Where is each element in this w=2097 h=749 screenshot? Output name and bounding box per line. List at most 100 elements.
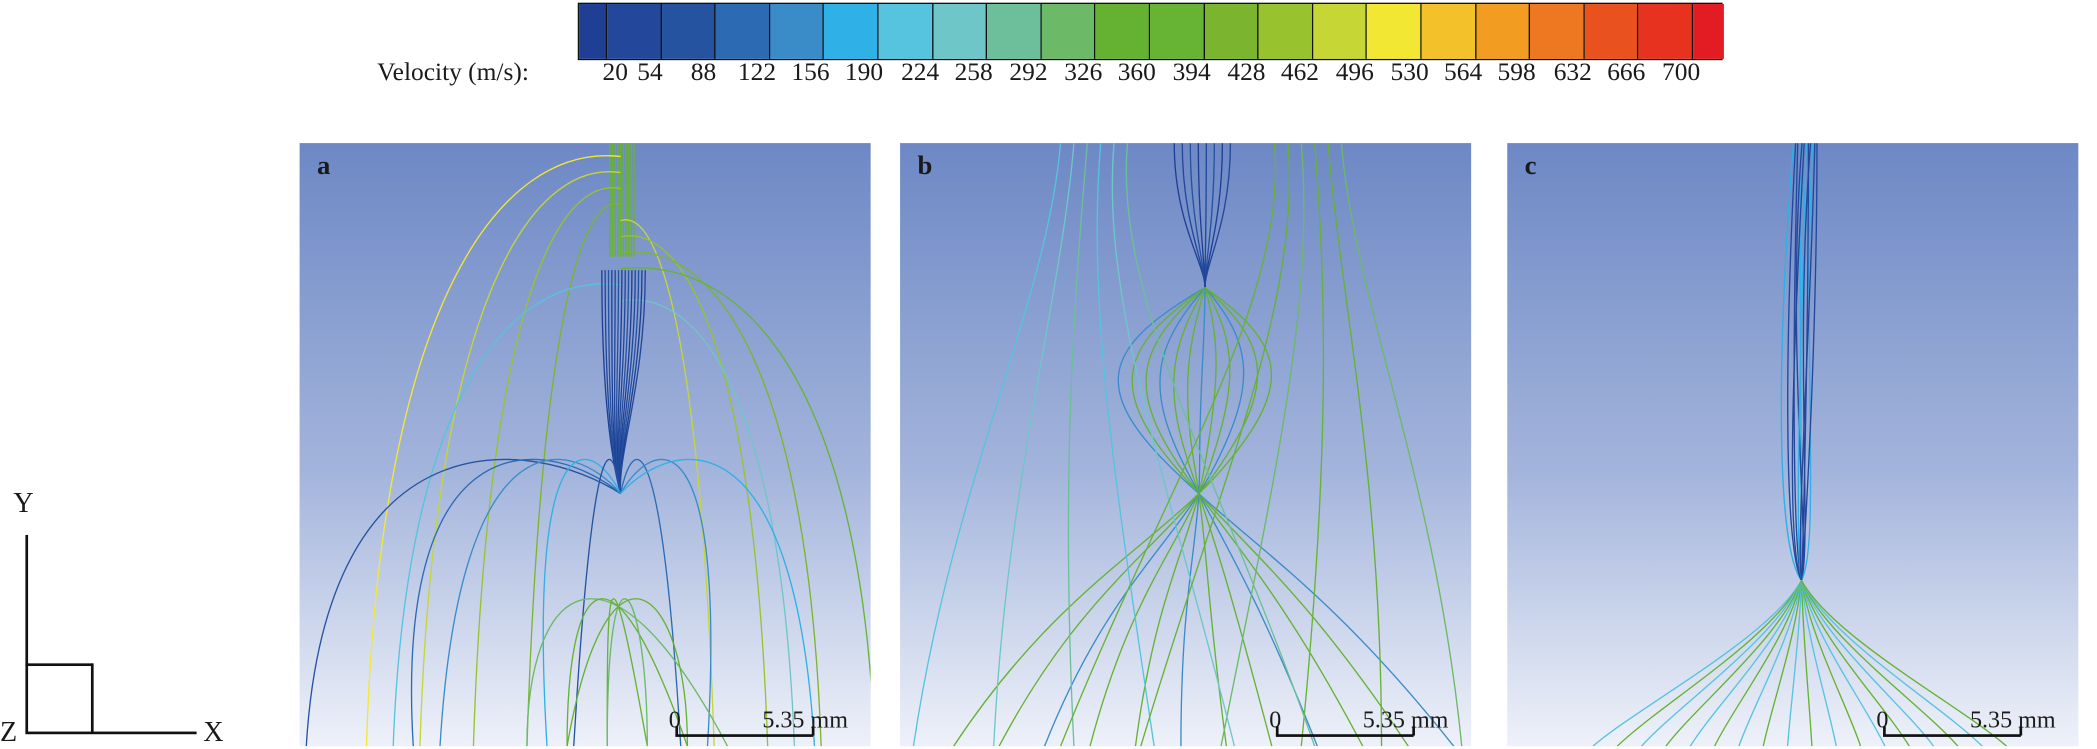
colorbar-label: Velocity (m/s): [377,58,529,87]
colorbar-cell [770,4,825,59]
colorbar-tick-label: 666 [1607,58,1646,87]
streamline [472,187,621,747]
colorbar-cell [1421,4,1476,59]
streamline [1800,143,1818,581]
panel-label: a [316,151,331,181]
panel-c: c 0 5.35 mm [1507,143,2079,747]
colorbar-tick-label: 394 [1172,58,1211,87]
colorbar-tick-label: 360 [1117,58,1156,87]
colorbar-cell [824,4,879,59]
streamline [1800,580,1959,747]
streamline [1096,143,1155,747]
x-axis-line [25,731,197,734]
streamline [1800,580,1935,747]
colorbar-cell [607,4,662,59]
streamline [1180,287,1206,747]
colorbar-cell [1312,4,1368,59]
colorbar-cell [1150,4,1205,59]
streamline [1111,143,1236,747]
streamline [1800,580,1862,747]
colorbar-cell [932,4,988,59]
streamline [1665,580,1803,747]
colorbar-cell [1475,4,1531,59]
streamline [620,219,715,747]
streamline [1800,580,1910,747]
streamline [1762,580,1803,747]
streamline [1140,143,1291,747]
panel-label: c [1524,151,1537,181]
y-axis-line [25,534,28,733]
streamline [953,286,1273,747]
streamline [1786,580,1803,747]
colorbar-cell [661,4,716,59]
streamline [1800,580,1813,747]
colorbar-tick-label: 700 [1662,58,1701,87]
streamline [1787,143,1803,581]
streamline [1131,286,1409,747]
streamline [998,287,1259,747]
streamline [1641,580,1803,747]
streamline [526,203,621,747]
velocity-colorbar [577,2,1724,61]
streamlines-a [305,143,871,747]
streamline [1145,287,1364,747]
colorbar-tick-label: 122 [737,58,777,87]
colorbar-tick-label: 54 [637,58,663,87]
scale-bar-tick [1412,726,1415,736]
scale-bar-tick [811,726,814,736]
z-box-side [90,663,93,733]
scale-bar [1883,734,2021,737]
colorbar-tick-label: 428 [1227,58,1266,87]
panel-label: b [917,151,933,181]
colorbar-cell [1204,4,1259,59]
streamline [1689,580,1803,747]
colorbar-tick-label: 224 [901,58,940,87]
streamline [1125,143,1316,747]
panel-a: a 0 5.35 mm [299,143,871,747]
scale-bar-tick [675,726,678,736]
z-axis-label: Z [0,715,18,748]
streamline [1134,287,1217,747]
streamline [1800,580,2008,747]
streamline [1327,143,1383,747]
streamline [1780,143,1803,581]
x-axis-label: X [203,715,224,748]
streamline [1592,580,1803,747]
streamline [606,598,648,747]
streamline [1738,580,1803,747]
streamline [1181,143,1206,288]
colorbar-tick-label: 88 [690,58,717,87]
streamline [1340,143,1463,747]
scale-bar-tick [1275,726,1278,736]
streamline [1089,287,1231,747]
streamline [1117,286,1455,747]
streamline [526,598,729,747]
streamline [620,235,769,747]
streamline [1059,143,1277,747]
colorbar-tick-label: 326 [1064,58,1103,87]
colorbar-cell [1095,4,1151,59]
streamline [912,143,1062,747]
scale-bar [675,734,814,737]
scale-bar [1275,734,1414,737]
streamline [542,458,622,747]
streamline [566,598,689,747]
colorbar-tick-label: 632 [1553,58,1592,87]
panel-b: b 0 5.35 mm [900,143,1472,747]
streamline [620,267,871,688]
colorbar-tick-label: 598 [1497,58,1536,87]
streamline [1791,143,1805,581]
streamline [620,251,822,747]
y-axis-label: Y [13,486,34,519]
streamline [1797,143,1807,581]
streamline [1800,580,1837,747]
streamline [1300,143,1325,747]
streamline [566,598,689,747]
streamline [392,283,621,747]
streamline [619,458,682,747]
scale-bar-zero: 0 [1876,706,1889,733]
streamline [1067,143,1088,747]
streamline [1159,287,1318,747]
scale-bar-label: 5.35 mm [1362,706,1449,733]
